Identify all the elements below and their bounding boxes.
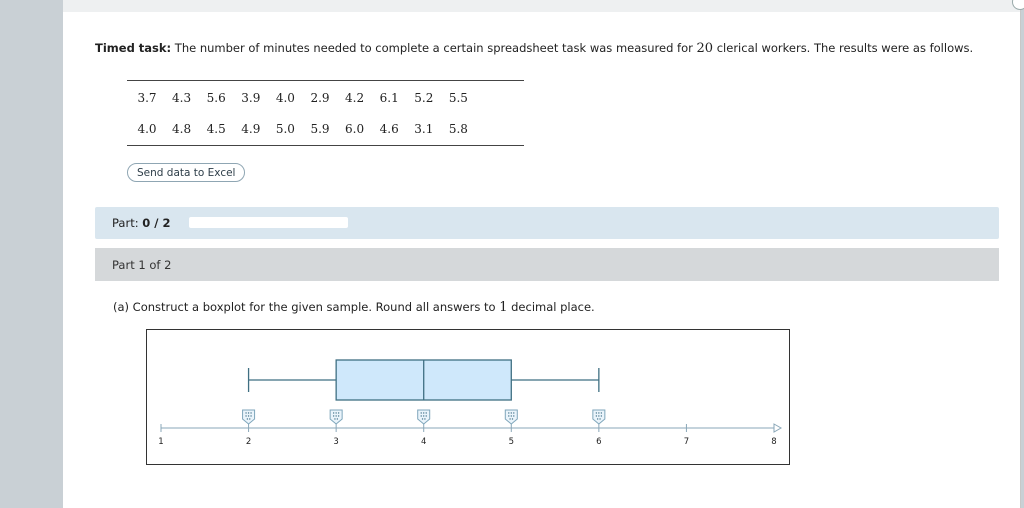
boxplot-tool[interactable]: 1 2 3 4 5 6 7 8 [146, 329, 790, 465]
axis-tick-label: 7 [684, 437, 689, 447]
question-decimals: 1 [499, 300, 508, 315]
data-value: 5.0 [275, 122, 295, 136]
axis-tick-label: 1 [158, 437, 163, 447]
task-description: Timed task: The number of minutes needed… [95, 41, 973, 56]
axis-tick-label: 5 [509, 437, 514, 447]
corner-circle-icon[interactable] [1012, 0, 1024, 10]
drag-handle-icon[interactable] [417, 409, 431, 425]
part-status-value: 0 / 2 [142, 216, 171, 230]
data-table: 3.7 4.3 5.6 3.9 4.0 2.9 4.2 6.1 5.2 5.5 4.0 4.8 4.5… [127, 80, 524, 146]
data-value: 4.9 [241, 122, 261, 136]
task-sample-size: 20 [696, 41, 714, 56]
task-text-before: The number of minutes needed to complete… [171, 41, 697, 55]
axis-tick-label: 8 [771, 437, 776, 447]
data-value: 6.0 [345, 122, 365, 136]
part-status-bar: Part: 0 / 2 [95, 207, 999, 239]
axis-tick-label: 4 [421, 437, 426, 447]
data-value: 3.7 [137, 91, 157, 105]
part-header: Part 1 of 2 [95, 248, 999, 281]
left-gutter [0, 0, 63, 508]
data-value: 3.9 [241, 91, 261, 105]
task-text-after: clerical workers. The results were as fo… [713, 41, 974, 55]
task-label: Timed task: [95, 41, 172, 55]
data-value: 4.5 [206, 122, 226, 136]
boxplot-canvas[interactable]: 1 2 3 4 5 6 7 8 [147, 330, 789, 464]
question-text-after: decimal place. [507, 300, 595, 314]
axis-tick-label: 3 [333, 437, 338, 447]
data-value: 5.6 [206, 91, 226, 105]
data-value: 5.5 [448, 91, 468, 105]
data-value: 4.0 [275, 91, 295, 105]
send-to-excel-button[interactable]: Send data to Excel [127, 163, 246, 182]
drag-handle-icon[interactable] [329, 409, 343, 425]
question-text: (a) Construct a boxplot for the given sa… [113, 300, 595, 315]
drag-handle-icon[interactable] [592, 409, 606, 425]
drag-handle-icon[interactable] [504, 409, 518, 425]
main-panel: Timed task: The number of minutes needed… [63, 0, 1024, 508]
axis-tick-label: 2 [246, 437, 251, 447]
question-text-before: (a) Construct a boxplot for the given sa… [113, 300, 500, 314]
data-value: 5.8 [448, 122, 468, 136]
data-value: 4.3 [172, 91, 192, 105]
data-value: 4.6 [379, 122, 399, 136]
data-value: 5.2 [414, 91, 434, 105]
data-value: 4.0 [137, 122, 157, 136]
part-header-label: Part 1 of 2 [112, 258, 172, 272]
data-value: 4.8 [172, 122, 192, 136]
axis-tick-label: 6 [596, 437, 601, 447]
axis-arrow-icon [773, 423, 783, 433]
drag-handle-icon[interactable] [242, 409, 256, 425]
part-status: Part: 0 / 2 [112, 216, 170, 230]
top-strip [63, 0, 1020, 12]
data-value: 6.1 [379, 91, 399, 105]
data-value: 5.9 [310, 122, 330, 136]
part-status-label: Part: [112, 216, 139, 230]
data-value: 3.1 [414, 122, 434, 136]
part-progress-bar [189, 217, 348, 228]
data-value: 2.9 [310, 91, 330, 105]
data-value: 4.2 [345, 91, 365, 105]
